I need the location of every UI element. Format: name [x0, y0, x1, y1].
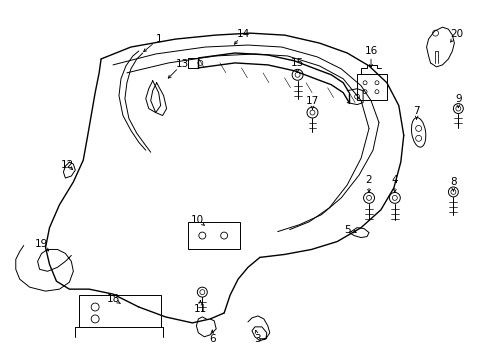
Text: 1: 1 — [155, 34, 162, 44]
Text: 18: 18 — [106, 294, 120, 304]
Text: 5: 5 — [343, 225, 350, 235]
Text: 14: 14 — [236, 29, 249, 39]
Text: 11: 11 — [193, 304, 206, 314]
Text: 7: 7 — [412, 105, 419, 116]
Text: 17: 17 — [305, 96, 319, 105]
Text: 19: 19 — [35, 239, 48, 249]
Text: 12: 12 — [61, 160, 74, 170]
Text: 2: 2 — [365, 175, 371, 185]
Text: 15: 15 — [290, 58, 304, 68]
Text: 4: 4 — [391, 175, 397, 185]
Text: 8: 8 — [449, 177, 456, 187]
Text: 6: 6 — [208, 334, 215, 344]
Text: 16: 16 — [364, 46, 377, 56]
Text: 13: 13 — [176, 59, 189, 69]
Text: 9: 9 — [454, 94, 461, 104]
Bar — [188, 222, 240, 249]
Text: 3: 3 — [254, 334, 261, 344]
Bar — [356, 74, 386, 100]
Text: 20: 20 — [449, 29, 462, 39]
Text: 10: 10 — [190, 215, 203, 225]
Bar — [79, 295, 161, 327]
